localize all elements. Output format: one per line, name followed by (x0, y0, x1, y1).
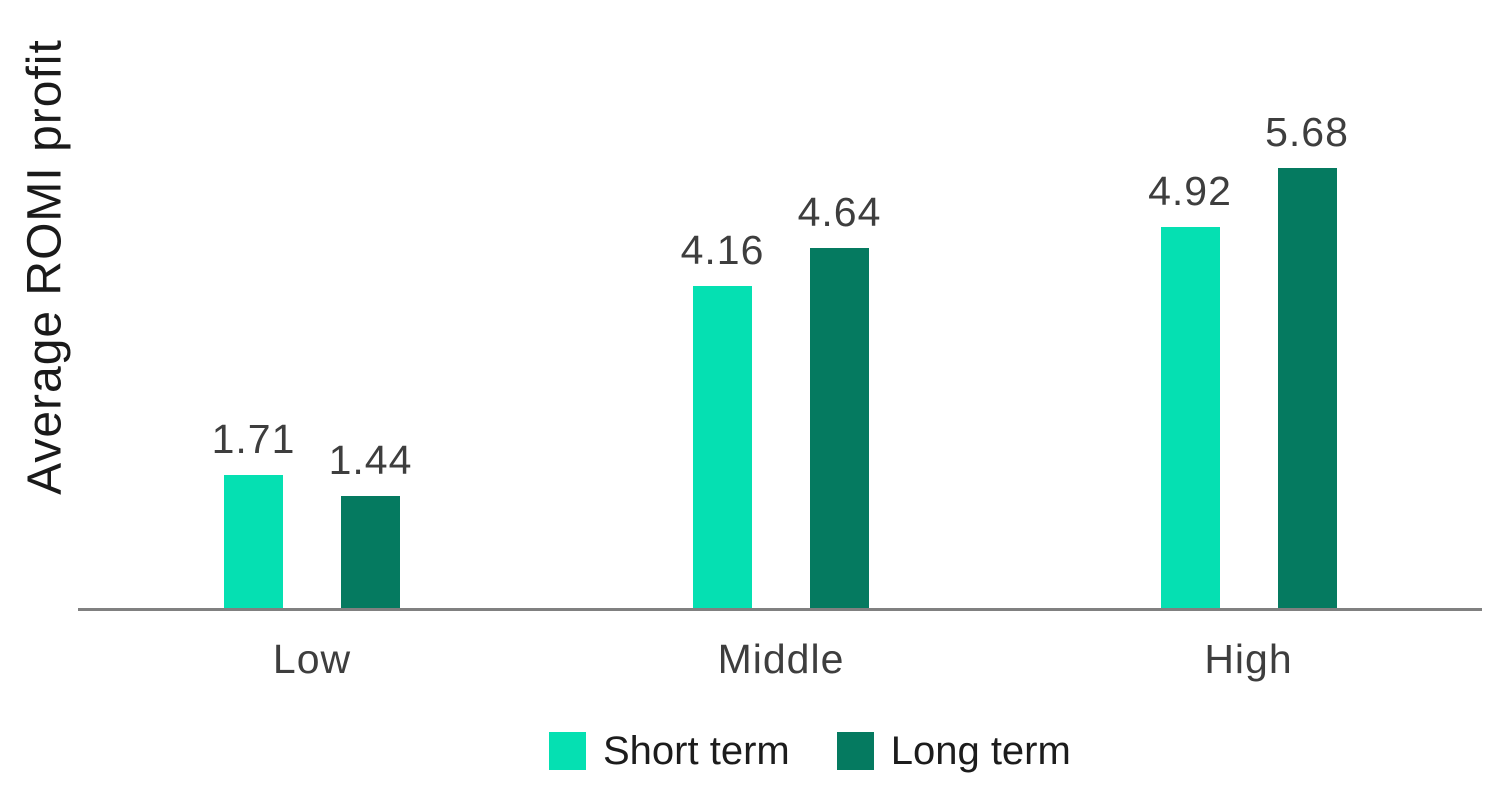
legend: Short term Long term (549, 730, 1118, 772)
value-label-long-term-low: 1.44 (328, 437, 413, 483)
bar-long-term-middle (810, 248, 869, 608)
x-axis-line (78, 608, 1482, 611)
x-axis-label-middle: Middle (717, 636, 845, 682)
legend-swatch-short-term (549, 732, 586, 770)
legend-item-short-term: Short term (549, 730, 790, 772)
value-label-short-term-low: 1.71 (211, 416, 296, 462)
bar-long-term-low (341, 496, 400, 608)
value-label-long-term-high: 5.68 (1265, 109, 1349, 155)
y-axis-title: Average ROMI profit (18, 39, 72, 495)
bar-short-term-middle (693, 286, 752, 608)
legend-label-long-term: Long term (890, 729, 1071, 773)
x-axis-label-low: Low (272, 636, 352, 682)
bar-short-term-low (224, 475, 283, 608)
x-axis-label-high: High (1204, 636, 1293, 682)
bar-long-term-high (1277, 168, 1337, 608)
legend-item-long-term: Long term (836, 729, 1071, 773)
value-label-short-term-middle: 4.16 (680, 227, 765, 273)
value-label-short-term-high: 4.92 (1148, 168, 1232, 214)
value-label-long-term-middle: 4.64 (797, 189, 882, 235)
legend-swatch-long-term (836, 732, 874, 770)
legend-label-short-term: Short term (603, 729, 790, 773)
bar-short-term-high (1160, 227, 1220, 608)
